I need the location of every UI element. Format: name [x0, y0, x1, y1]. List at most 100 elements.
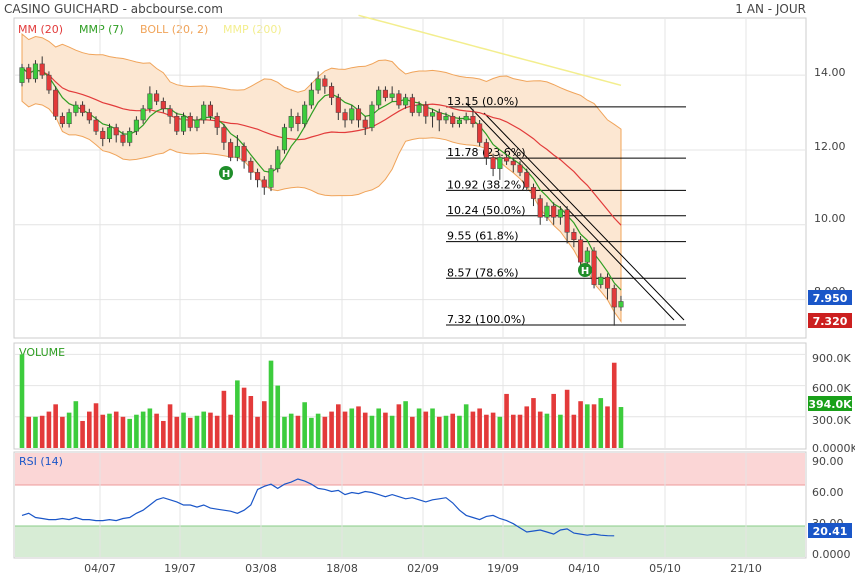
candle-body-41 — [295, 116, 301, 125]
candle-body-70 — [490, 157, 496, 169]
candle-body-20 — [154, 93, 160, 102]
x-label-8: 05/10 — [649, 562, 681, 575]
rsi-y-axis: 90.00 60.00 30.00 0.0000 — [812, 455, 851, 561]
volume-bar-12 — [100, 414, 106, 448]
candle-10 — [86, 108, 92, 124]
candle-16 — [127, 127, 133, 147]
candle-13 — [106, 123, 113, 143]
candle-body-77 — [537, 198, 543, 218]
candle-21 — [160, 97, 166, 113]
volume-bar-34 — [248, 396, 254, 448]
candle-43 — [308, 82, 314, 109]
x-label-6: 19/09 — [487, 562, 519, 575]
volume-bar-54 — [383, 412, 388, 448]
candle-body-2 — [32, 63, 39, 80]
volume-bar-37 — [268, 360, 274, 448]
volume-bar-48 — [342, 411, 348, 448]
volume-bar-25 — [187, 417, 193, 448]
candle-body-21 — [160, 101, 166, 110]
candle-body-79 — [551, 205, 557, 218]
volume-bar-80 — [558, 414, 563, 448]
candle-body-51 — [362, 119, 368, 128]
marker-h-1-label: H — [222, 169, 230, 180]
volume-bar-61 — [430, 408, 435, 448]
volume-panel-frame — [13, 342, 807, 450]
candle-33 — [241, 142, 247, 169]
candle-67 — [470, 108, 476, 128]
candle-body-82 — [571, 231, 577, 240]
price-tick-14: 14.00 — [814, 66, 846, 79]
candle-8 — [73, 101, 79, 117]
candle-36 — [261, 176, 267, 195]
chart-title: CASINO GUICHARD - abcbourse.com — [4, 2, 223, 16]
candle-73 — [510, 157, 516, 173]
fib-label-6: 7.32 (100.0%) — [447, 313, 526, 326]
candle-body-23 — [174, 116, 180, 132]
candle-26 — [194, 116, 200, 132]
candle-76 — [530, 183, 537, 207]
low-price-label: 7.320 — [813, 315, 848, 328]
x-label-5: 02/09 — [407, 562, 439, 575]
last-rsi-badge: 20.41 — [808, 523, 852, 538]
volume-bar-33 — [241, 387, 247, 448]
candle-12 — [100, 127, 106, 147]
price-panel-frame — [13, 17, 807, 339]
fib-label-2: 10.92 (38.2%) — [447, 178, 526, 191]
volume-bar-57 — [403, 401, 408, 448]
candle-body-35 — [255, 172, 261, 181]
fib-label-3: 10.24 (50.0%) — [447, 204, 526, 217]
candle-body-0 — [19, 67, 25, 83]
volume-bar-81 — [564, 389, 570, 448]
volume-bar-85 — [591, 404, 597, 448]
candle-body-55 — [389, 93, 395, 98]
volume-bar-2 — [33, 416, 38, 448]
volume-bar-40 — [288, 413, 294, 448]
marker-h-2: H — [578, 263, 592, 277]
volume-bar-16 — [127, 418, 132, 448]
candle-28 — [207, 101, 213, 121]
volume-bar-60 — [423, 411, 429, 448]
bollinger-band — [21, 32, 622, 323]
fib-label-5: 8.57 (78.6%) — [447, 266, 519, 279]
volume-bar-63 — [443, 415, 449, 448]
candle-body-54 — [382, 89, 388, 98]
candle-72 — [504, 153, 510, 165]
volume-bar-69 — [484, 414, 489, 448]
volume-bar-23 — [174, 416, 180, 448]
candle-88 — [611, 284, 617, 326]
volume-bar-14 — [113, 411, 119, 448]
candle-body-72 — [504, 157, 510, 162]
candle-body-34 — [248, 160, 254, 173]
volume-tick-900k: 900.0K — [812, 352, 851, 365]
volume-bar-59 — [416, 408, 422, 448]
candle-body-39 — [281, 127, 288, 151]
fibonacci-levels: 13.15 (0.0%)11.78 (23.6%)10.92 (38.2%)10… — [446, 95, 686, 326]
price-tick-10: 10.00 — [814, 212, 846, 225]
candle-49 — [349, 105, 355, 124]
candle-78 — [544, 202, 550, 222]
candle-52 — [369, 101, 375, 132]
candle-body-63 — [443, 116, 449, 121]
candle-50 — [355, 105, 362, 128]
volume-bar-4 — [46, 411, 52, 448]
volume-bar-65 — [457, 415, 462, 448]
candle-69 — [483, 138, 489, 165]
candle-39 — [281, 123, 288, 154]
legend: MM (20) MMP (7) BOLL (20, 2) MMP (200) — [18, 23, 282, 36]
candle-85 — [591, 247, 597, 289]
candle-24 — [180, 112, 187, 135]
candle-48 — [342, 108, 348, 128]
candle-6 — [59, 112, 65, 128]
candle-83 — [578, 235, 584, 266]
volume-bar-20 — [154, 413, 159, 448]
legend-mm20: MM (20) — [18, 23, 63, 36]
last-volume-label: 394.0K — [808, 398, 852, 411]
candle-55 — [389, 86, 395, 102]
period-label: 1 AN - JOUR — [735, 2, 806, 16]
candle-77 — [537, 194, 543, 225]
volume-bar-87 — [605, 406, 610, 448]
candle-body-53 — [376, 89, 382, 106]
candle-body-30 — [221, 127, 227, 143]
volume-bar-44 — [315, 413, 321, 448]
candle-17 — [133, 116, 139, 135]
